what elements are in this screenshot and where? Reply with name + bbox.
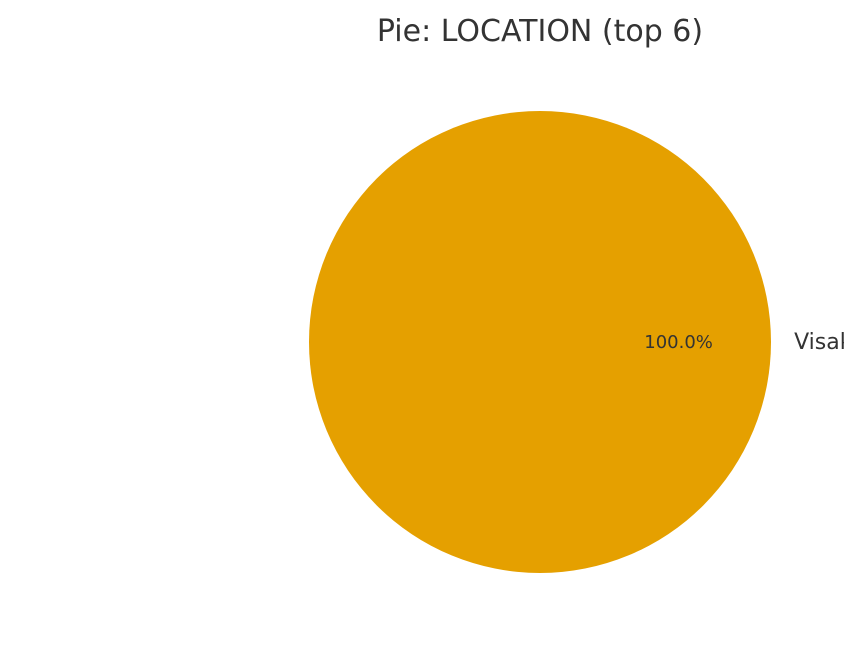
pie-slice [309, 111, 771, 573]
slice-category-label: Visakhapatnam, India [794, 330, 844, 355]
chart-title: Pie: LOCATION (top 6) [377, 14, 703, 49]
slice-percent-label: 100.0% [644, 332, 713, 353]
pie-slices: 100.0% Visakhapatnam, India [309, 111, 844, 573]
